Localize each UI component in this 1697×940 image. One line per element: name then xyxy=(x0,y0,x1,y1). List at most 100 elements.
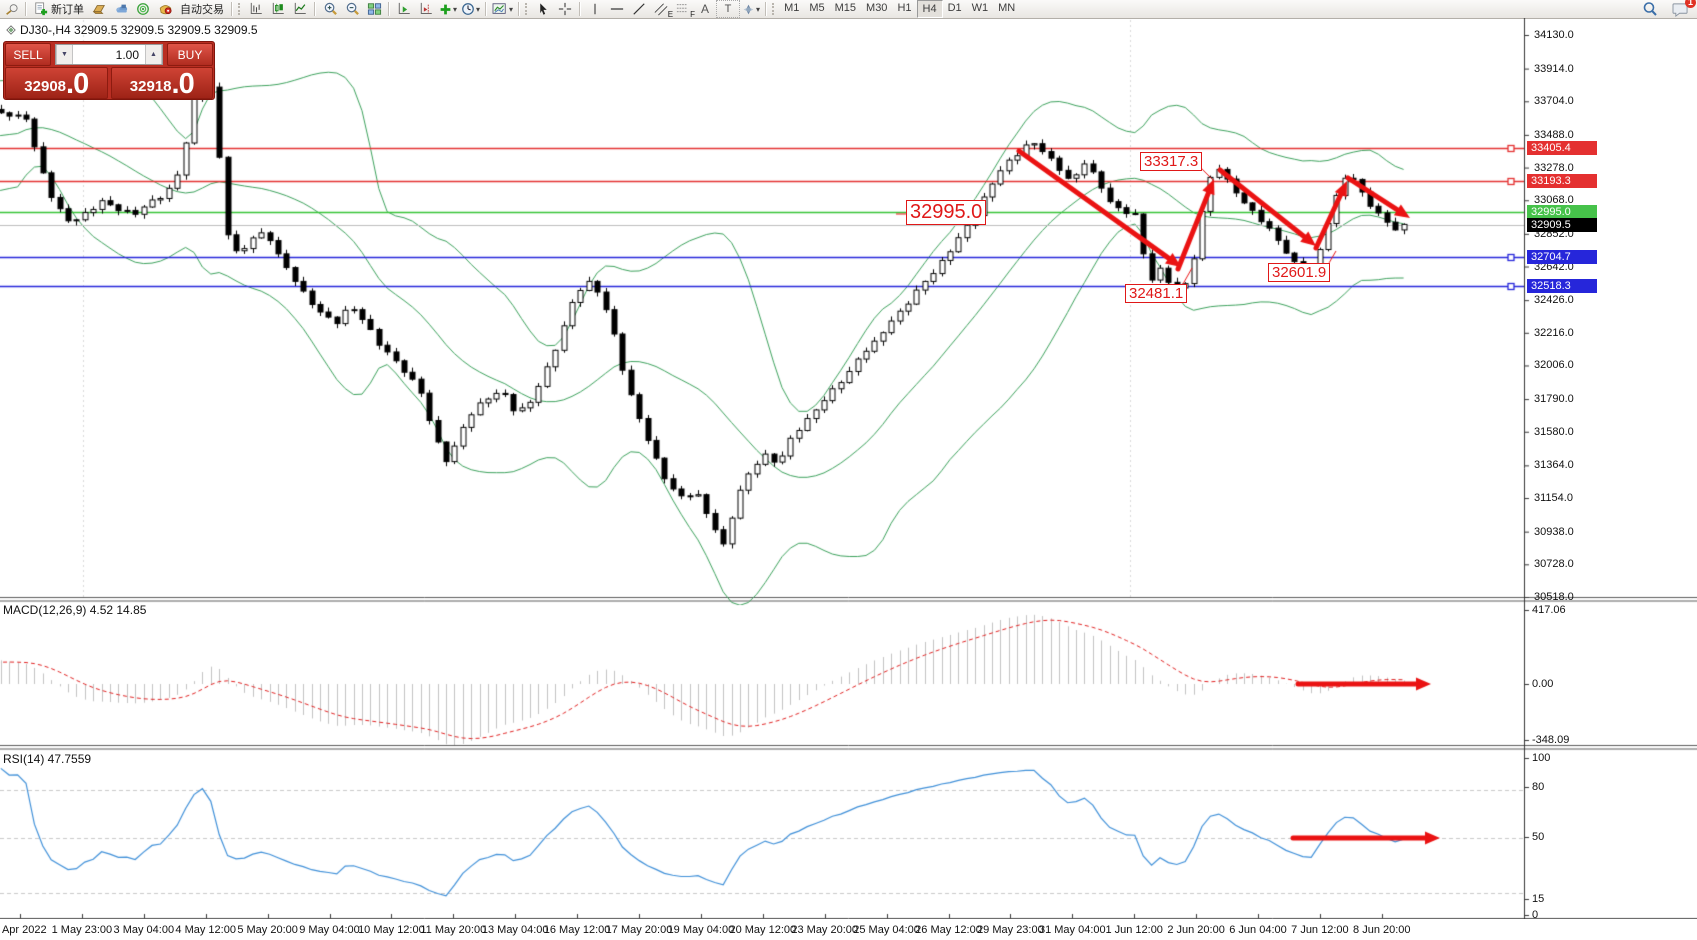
auto-scroll-icon[interactable] xyxy=(393,1,415,17)
periods-icon[interactable]: ▾ xyxy=(459,1,482,17)
templates-icon[interactable]: ▾ xyxy=(490,1,515,17)
price-badge: 32518.3 xyxy=(1527,278,1597,293)
timeframe-M30[interactable]: M30 xyxy=(866,2,888,14)
price-tick-label: 31580.0 xyxy=(1534,425,1574,438)
price-tick-label: 34130.0 xyxy=(1534,29,1574,41)
timeframe-H1[interactable]: H1 xyxy=(897,2,912,14)
price-badge: 32909.5 xyxy=(1527,217,1597,232)
price-badge: 33405.4 xyxy=(1527,140,1597,155)
annotation-price-label[interactable]: 32601.9 xyxy=(1268,263,1331,282)
price-tick-label: 33704.0 xyxy=(1534,95,1574,108)
volume-decrease-button[interactable]: ▼ xyxy=(56,45,73,64)
date-label: 13 May 04:00 xyxy=(481,924,549,936)
bar-chart-mode-icon[interactable] xyxy=(245,1,267,17)
date-axis[interactable]: 8 Apr 2022 1 May 23:003 May 04:004 May 12… xyxy=(0,919,1697,940)
crosshair-tool-icon[interactable] xyxy=(554,1,576,17)
chat-notifications-icon[interactable]: 1 xyxy=(1669,0,1696,17)
sell-button[interactable]: SELL xyxy=(5,43,51,66)
macd-indicator-label: MACD(12,26,9) 4.52 14.85 xyxy=(3,603,147,617)
rsi-axis-label: 0 xyxy=(1532,909,1539,921)
timeframe-D1[interactable]: D1 xyxy=(947,2,962,14)
text-label-tool-icon[interactable]: T xyxy=(716,0,741,18)
date-label: 20 May 12:00 xyxy=(729,924,797,936)
date-label: 8 Apr 2022 xyxy=(0,924,47,936)
timeframe-M15[interactable]: M15 xyxy=(834,2,857,14)
toolbar-separator xyxy=(388,2,390,16)
equidistant-channel-tool-icon[interactable]: E xyxy=(650,1,673,19)
mql5-cloud-icon[interactable] xyxy=(110,1,132,17)
signals-icon[interactable] xyxy=(132,1,154,17)
timeframe-bar: M1 M5 M15 M30 H1 H4 D1 W1 MN xyxy=(779,0,1020,18)
volume-input[interactable]: 1.00 xyxy=(115,47,139,62)
fibonacci-tool-icon[interactable]: F xyxy=(676,4,696,19)
date-label: 29 May 23:00 xyxy=(977,924,1044,936)
date-label: 1 May 23:00 xyxy=(51,924,113,936)
add-indicator-icon[interactable]: ▾ xyxy=(437,1,459,17)
date-label: 17 May 20:00 xyxy=(605,924,673,936)
date-label: 25 May 04:00 xyxy=(853,924,920,936)
text-tool-icon[interactable]: A xyxy=(701,2,710,16)
buy-price-display[interactable]: 32918.0 xyxy=(110,67,213,99)
sell-price-display[interactable]: 32908.0 xyxy=(5,67,108,99)
main-chart-canvas[interactable] xyxy=(0,18,1697,940)
toolbar-grip xyxy=(238,3,243,15)
chart-title-row: DJ30-,H4 32909.5 32909.5 32909.5 32909.5 xyxy=(6,23,258,37)
date-label: 6 Jun 04:00 xyxy=(1229,924,1287,936)
price-tick-label: 30728.0 xyxy=(1534,558,1574,571)
buy-button[interactable]: BUY xyxy=(167,43,213,66)
toolbar-separator xyxy=(485,2,488,16)
chart-shift-icon[interactable] xyxy=(415,1,437,17)
zoom-out-icon[interactable] xyxy=(341,1,363,17)
date-label: 16 May 12:00 xyxy=(543,924,611,936)
timeframe-H4[interactable]: H4 xyxy=(916,0,943,18)
rsi-axis-label: 100 xyxy=(1532,752,1551,764)
price-badge: 32995.0 xyxy=(1527,204,1597,219)
dropdown-caret: ▾ xyxy=(476,4,481,14)
new-order-button[interactable]: 新订单 xyxy=(30,1,88,17)
price-tick-label: 32426.0 xyxy=(1534,294,1574,307)
candlestick-mode-icon[interactable] xyxy=(267,1,289,17)
price-tick-label: 31790.0 xyxy=(1534,393,1574,406)
cursor-tool-icon[interactable] xyxy=(532,1,554,17)
horizontal-line-tool-icon[interactable] xyxy=(606,1,628,17)
rsi-axis-label: 80 xyxy=(1532,781,1545,793)
date-label: 1 Jun 12:00 xyxy=(1105,924,1163,936)
toolbar-separator xyxy=(579,2,582,16)
date-label: 11 May 20:00 xyxy=(420,924,487,936)
dropdown-caret: ▾ xyxy=(756,4,761,14)
auto-trading-button[interactable]: 自动交易 xyxy=(180,4,224,16)
timeframe-M5[interactable]: M5 xyxy=(809,2,825,14)
price-tick-label: 33914.0 xyxy=(1534,62,1574,75)
timeframe-W1[interactable]: W1 xyxy=(971,2,989,14)
toolbar-separator xyxy=(231,2,233,16)
chart-symbol-icon xyxy=(6,25,16,35)
price-tick-label: 30518.0 xyxy=(1534,591,1574,603)
timeframe-M1[interactable]: M1 xyxy=(784,2,800,14)
market-icon[interactable] xyxy=(154,1,176,17)
volume-increase-button[interactable]: ▲ xyxy=(145,45,162,64)
zoom-in-icon[interactable] xyxy=(319,1,341,17)
toolbar-separator xyxy=(518,2,521,16)
annotation-price-label[interactable]: 32995.0 xyxy=(906,200,987,225)
volume-spinner: ▼ 1.00 ▲ xyxy=(55,44,163,65)
toolbar-separator xyxy=(765,2,768,16)
date-label: 5 May 20:00 xyxy=(237,924,298,936)
profiles-icon[interactable] xyxy=(88,1,110,17)
line-chart-mode-icon[interactable] xyxy=(289,1,311,17)
price-tick-label: 32216.0 xyxy=(1534,326,1574,339)
vertical-line-tool-icon[interactable] xyxy=(584,1,606,17)
toolbar-grip xyxy=(525,3,530,15)
one-click-trading-panel: SELL ▼ 1.00 ▲ BUY 32908.0 32918.0 xyxy=(3,41,215,100)
annotation-price-label[interactable]: 33317.3 xyxy=(1140,152,1203,171)
arrows-tool-icon[interactable]: ▾ xyxy=(740,1,762,17)
tile-windows-icon[interactable] xyxy=(363,1,385,17)
rsi-axis-label: 50 xyxy=(1532,831,1545,843)
date-label: 2 Jun 20:00 xyxy=(1167,924,1225,936)
annotation-price-label[interactable]: 32481.1 xyxy=(1125,284,1188,303)
timeframe-MN[interactable]: MN xyxy=(998,2,1016,14)
trendline-tool-icon[interactable] xyxy=(628,1,650,17)
date-label: 9 May 04:00 xyxy=(299,924,360,936)
search-icon[interactable] xyxy=(1639,1,1661,17)
price-tick-label: 32006.0 xyxy=(1534,359,1574,372)
